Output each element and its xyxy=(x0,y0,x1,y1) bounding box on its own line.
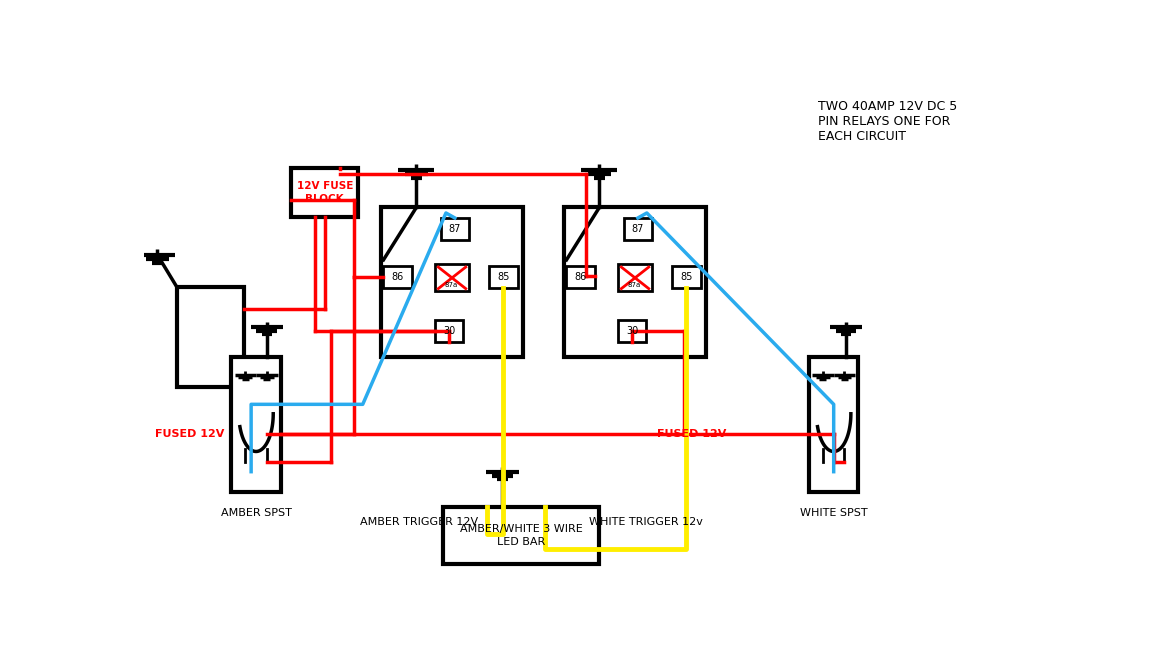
Bar xyxy=(434,319,463,342)
Text: AMBER/WHITE 3 WIRE
LED BAR: AMBER/WHITE 3 WIRE LED BAR xyxy=(460,524,583,547)
Text: 87a: 87a xyxy=(444,283,457,288)
Bar xyxy=(617,319,646,342)
Text: TWO 40AMP 12V DC 5
PIN RELAYS ONE FOR
EACH CIRCUIT: TWO 40AMP 12V DC 5 PIN RELAYS ONE FOR EA… xyxy=(818,100,957,143)
Text: FUSED 12V: FUSED 12V xyxy=(658,429,727,439)
Text: 87a: 87a xyxy=(627,283,641,288)
Bar xyxy=(440,218,469,240)
Text: FUSED 12V: FUSED 12V xyxy=(154,429,225,439)
Bar xyxy=(623,218,652,240)
Text: 85: 85 xyxy=(498,272,509,282)
Bar xyxy=(444,507,599,564)
Text: 86: 86 xyxy=(392,272,404,282)
Text: AMBER SPST: AMBER SPST xyxy=(221,508,291,518)
Bar xyxy=(809,357,858,492)
Text: 87: 87 xyxy=(448,224,461,234)
Text: 30: 30 xyxy=(444,326,455,336)
Bar xyxy=(490,266,517,288)
Bar xyxy=(617,264,652,292)
Text: 12V FUSE
BLOCK: 12V FUSE BLOCK xyxy=(296,181,353,204)
Text: 85: 85 xyxy=(681,272,692,282)
Text: WHITE SPST: WHITE SPST xyxy=(799,508,867,518)
Bar xyxy=(563,207,706,357)
Bar xyxy=(177,287,244,387)
Text: 30: 30 xyxy=(626,326,638,336)
Bar xyxy=(232,357,281,492)
Bar xyxy=(567,266,596,288)
Bar xyxy=(380,207,523,357)
Bar xyxy=(291,168,358,218)
Text: AMBER TRIGGER 12V: AMBER TRIGGER 12V xyxy=(361,517,478,527)
Bar xyxy=(384,266,412,288)
Text: WHITE TRIGGER 12v: WHITE TRIGGER 12v xyxy=(589,517,703,527)
Text: 87: 87 xyxy=(631,224,644,234)
Bar xyxy=(434,264,469,292)
Text: 86: 86 xyxy=(575,272,586,282)
Bar xyxy=(672,266,700,288)
